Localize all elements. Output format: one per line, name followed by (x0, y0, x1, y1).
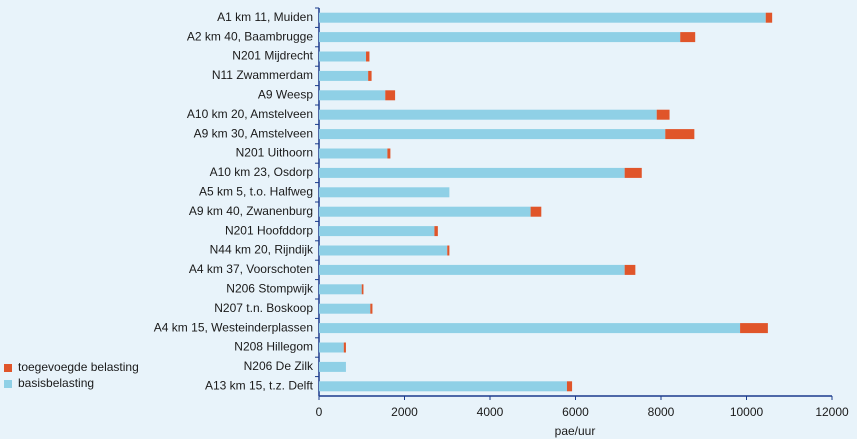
bar-segment (319, 32, 681, 43)
bar-segment (319, 187, 450, 198)
x-tick-label: 8000 (648, 405, 675, 419)
bar-segment (319, 226, 435, 237)
y-tick-label: N206 De Zilk (244, 359, 314, 373)
y-tick-label: A9 km 40, Zwanenburg (189, 204, 313, 218)
bar-segment (319, 284, 362, 295)
legend-swatch (4, 380, 12, 388)
bar-segment (447, 245, 450, 256)
bar-segment (319, 90, 386, 101)
bar-segment (361, 284, 364, 295)
bar-segment (319, 109, 657, 120)
bar-segment (624, 167, 642, 178)
bar-segment (319, 245, 448, 256)
bar-segment (319, 206, 531, 217)
y-tick-label: A9 Weesp (258, 87, 313, 101)
bar-segment (740, 323, 768, 334)
bar-segment (680, 32, 696, 43)
bar-segment (319, 303, 371, 314)
y-tick-label: A13 km 15, t.z. Delft (205, 378, 314, 392)
y-tick-label: N201 Uithoorn (236, 146, 313, 160)
bar-segment (530, 206, 542, 217)
y-tick-label: A10 km 20, Amstelveen (187, 107, 313, 121)
bar-segment (656, 109, 670, 120)
bar-segment (566, 381, 573, 392)
bar-segment (319, 323, 741, 334)
bar-segment (366, 51, 370, 62)
y-tick-label: A4 km 15, Westeinderplassen (154, 320, 313, 334)
legend-label: toegevoegde belasting (18, 360, 139, 374)
bar-segment (370, 303, 373, 314)
bar-segment (624, 264, 636, 275)
bar-segment (319, 167, 625, 178)
y-tick-label: N44 km 20, Rijndijk (210, 243, 314, 257)
y-tick-label: A9 km 30, Amstelveen (194, 126, 313, 140)
bar-segment (387, 148, 391, 159)
y-tick-label: A1 km 11, Muiden (217, 10, 313, 24)
x-tick-label: 6000 (562, 405, 589, 419)
bar-segment (319, 51, 367, 62)
y-tick-label: A2 km 40, Baambrugge (187, 29, 313, 43)
x-axis-label: pae/uur (555, 424, 596, 438)
y-tick-label: N201 Hoofddorp (225, 223, 313, 237)
bar-segment (319, 264, 625, 275)
bar-segment (368, 70, 372, 81)
y-tick-label: A5 km 5, t.o. Halfweg (199, 184, 313, 198)
bar-segment (319, 381, 567, 392)
x-tick-label: 2000 (391, 405, 418, 419)
bar-segment (319, 342, 344, 353)
bar-segment (665, 129, 695, 140)
y-tick-label: N208 Hillegom (234, 340, 313, 354)
y-tick-label: N201 Mijdrecht (232, 49, 313, 63)
bar-segment (319, 12, 766, 23)
legend-label: basisbelasting (18, 376, 94, 390)
y-tick-label: N207 t.n. Boskoop (214, 301, 313, 315)
y-tick-label: N11 Zwammerdam (212, 68, 313, 82)
y-tick-label: A10 km 23, Osdorp (210, 165, 314, 179)
x-tick-label: 4000 (477, 405, 504, 419)
y-tick-label: A4 km 37, Voorschoten (189, 262, 313, 276)
bar-segment (765, 12, 773, 23)
legend-swatch (4, 364, 12, 372)
x-tick-label: 10000 (730, 405, 764, 419)
bar-segment (343, 342, 346, 353)
bar-segment (319, 148, 388, 159)
bar-segment (319, 361, 346, 372)
x-tick-label: 0 (316, 405, 323, 419)
bar-segment (319, 70, 369, 81)
bar-segment (385, 90, 396, 101)
bar-segment (319, 129, 666, 140)
x-tick-label: 12000 (815, 405, 849, 419)
y-tick-label: N206 Stompwijk (226, 281, 314, 295)
bar-segment (434, 226, 438, 237)
